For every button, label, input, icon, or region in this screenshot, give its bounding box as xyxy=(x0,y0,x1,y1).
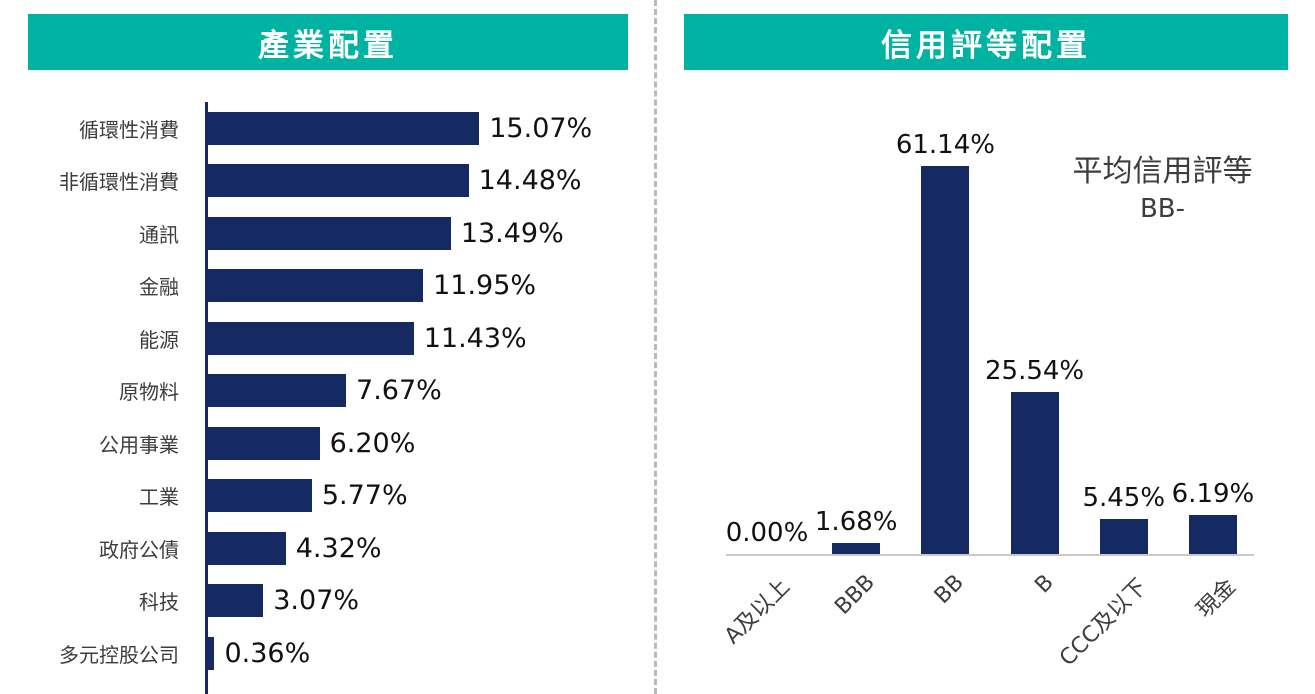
value-label: 0.00% xyxy=(725,518,809,548)
x-axis-line xyxy=(726,554,1254,556)
bar xyxy=(208,636,215,670)
value-label: 25.54% xyxy=(985,355,1085,386)
industry-row: 多元控股公司 0.36% xyxy=(0,627,655,680)
bar xyxy=(208,531,286,565)
y-axis-line xyxy=(205,102,208,694)
credit-rating-chart-title: 信用評等配置 xyxy=(684,14,1288,70)
bar xyxy=(208,216,451,250)
credit-rating-bar-chart: 0.00% 1.68% 61.14% 25.54% 5.45% 6.19% xyxy=(726,104,1254,554)
bar xyxy=(208,374,347,408)
value-label: 5.77% xyxy=(321,480,408,512)
value-label: 7.67% xyxy=(356,375,442,407)
category-label: 非循環性消費 xyxy=(59,170,179,195)
bar xyxy=(832,543,881,554)
rating-column: 6.19% xyxy=(1172,479,1254,554)
industry-row: 能源 11.43% xyxy=(0,312,655,365)
value-label: 3.07% xyxy=(273,585,360,617)
industry-chart-title: 產業配置 xyxy=(28,14,628,70)
rating-column: 25.54% xyxy=(985,356,1084,554)
industry-row: 原物料 7.67% xyxy=(0,365,655,418)
value-label: 11.43% xyxy=(423,322,527,354)
bar xyxy=(208,321,414,355)
industry-row: 科技 3.07% xyxy=(0,575,655,628)
rating-column: 0.00% xyxy=(725,518,809,554)
bar xyxy=(1188,514,1237,554)
value-label: 14.48% xyxy=(478,165,582,197)
category-label: 能源 xyxy=(139,327,179,352)
industry-row: 非循環性消費 14.48% xyxy=(0,155,655,208)
category-label: 政府公債 xyxy=(99,537,179,562)
value-label: 4.32% xyxy=(295,532,382,564)
bar xyxy=(208,111,480,145)
industry-row: 循環性消費 15.07% xyxy=(0,102,655,155)
bar xyxy=(921,165,970,554)
average-rating-annotation: 平均信用評等 BB- xyxy=(1035,146,1290,224)
category-label: 工業 xyxy=(139,485,179,510)
bar xyxy=(1099,519,1148,554)
bar xyxy=(208,269,424,303)
value-label: 0.36% xyxy=(224,637,311,669)
rating-column: 1.68% xyxy=(814,507,898,554)
bar xyxy=(208,426,320,460)
average-rating-value: BB- xyxy=(1139,194,1186,224)
bar xyxy=(208,479,312,513)
category-label: 原物料 xyxy=(119,380,179,405)
industry-row: 金融 11.95% xyxy=(0,260,655,313)
value-label: 1.68% xyxy=(814,507,898,538)
value-label: 11.95% xyxy=(433,270,537,302)
industry-row: 通訊 13.49% xyxy=(0,207,655,260)
average-rating-label: 平均信用評等 xyxy=(1072,154,1253,189)
industry-bar-chart: 循環性消費 15.07% 非循環性消費 14.48% 通訊 13.49% 金融 11.95% 能… xyxy=(0,102,655,680)
value-label: 13.49% xyxy=(460,217,564,249)
panel-divider xyxy=(654,0,657,694)
category-label: 科技 xyxy=(139,590,179,615)
x-axis-tick-labels: A及以上 BBB BB B CCC及以下 現金 xyxy=(720,560,1286,694)
value-label: 6.19% xyxy=(1171,478,1255,509)
bar xyxy=(1010,391,1059,554)
category-label: 循環性消費 xyxy=(79,117,179,142)
value-label: 6.20% xyxy=(329,427,416,459)
rating-column: 5.45% xyxy=(1082,483,1166,554)
industry-row: 公用事業 6.20% xyxy=(0,417,655,470)
bar xyxy=(208,584,264,618)
category-label: 多元控股公司 xyxy=(59,642,179,667)
category-label: 通訊 xyxy=(139,222,179,247)
bar xyxy=(208,164,469,198)
tick-label: B xyxy=(1029,570,1059,599)
industry-row: 工業 5.77% xyxy=(0,470,655,523)
value-label: 15.07% xyxy=(489,112,593,144)
tick-label: BB xyxy=(930,570,970,610)
category-label: 金融 xyxy=(139,275,179,300)
tick-label: 現金 xyxy=(1192,574,1241,624)
value-label: 5.45% xyxy=(1082,483,1166,514)
industry-row: 政府公債 4.32% xyxy=(0,522,655,575)
tick-label: BBB xyxy=(830,570,880,620)
tick-label: CCC及以下 xyxy=(1054,574,1152,672)
tick-label: A及以上 xyxy=(719,574,795,650)
rating-column: 61.14% xyxy=(896,130,995,554)
value-label: 61.14% xyxy=(895,129,995,160)
category-label: 公用事業 xyxy=(99,432,179,457)
